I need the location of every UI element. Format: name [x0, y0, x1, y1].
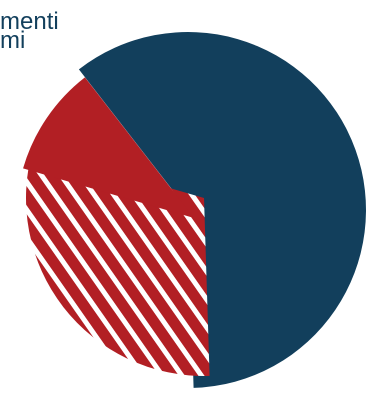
chart-title-line-1: menti [0, 8, 59, 35]
pie-slice-1 [78, 32, 367, 388]
pie-slices [23, 32, 367, 388]
pie-slice-3 [23, 77, 195, 218]
chart-title-line-2: mi [0, 27, 26, 54]
